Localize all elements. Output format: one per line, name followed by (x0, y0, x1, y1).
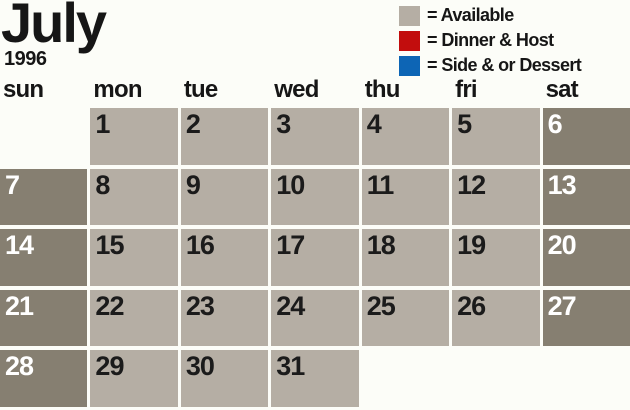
day-cell-10[interactable]: 10 (271, 168, 359, 226)
day-number: 18 (366, 230, 396, 261)
day-cell-30[interactable]: 30 (180, 350, 269, 407)
day-number: 20 (547, 230, 577, 261)
day-cell-7[interactable]: 7 (0, 168, 88, 226)
weekday-header-row: sun mon tue wed thu fri sat (0, 76, 630, 104)
legend-label-dinner-host: = Dinner & Host (427, 30, 554, 50)
legend-label-side-dessert: = Side & or Dessert (427, 55, 582, 75)
day-number: 5 (457, 109, 472, 139)
day-number: 8 (95, 169, 110, 200)
year-label: 1996 (4, 47, 47, 70)
day-number: 12 (457, 169, 486, 200)
month-title: July (1, 0, 107, 54)
weekday-header-tue: tue (183, 76, 218, 103)
title-block: July 1996 (1, 0, 107, 71)
day-number: 28 (5, 351, 34, 382)
day-cell-21[interactable]: 21 (0, 289, 88, 347)
day-number: 30 (185, 351, 215, 382)
day-cell-14[interactable]: 14 (0, 229, 88, 286)
day-cell-18[interactable]: 18 (361, 229, 450, 286)
day-number: 9 (185, 169, 201, 200)
day-number: 2 (185, 109, 201, 139)
day-number: 1 (95, 109, 110, 139)
day-cell-6[interactable]: 6 (542, 108, 630, 165)
day-cell-23[interactable]: 23 (180, 289, 269, 347)
day-cell-27[interactable]: 27 (542, 289, 630, 347)
day-cell-29[interactable]: 29 (90, 350, 178, 407)
empty-cell (0, 108, 87, 165)
day-number: 13 (547, 169, 577, 200)
day-cell-28[interactable]: 28 (0, 350, 88, 407)
calendar-grid: 1 2 3 4 5 6 7 8 9 10 11 12 13 14 15 16 17 18 19 20 21 22 23 24 2… (0, 108, 630, 407)
day-number: 23 (185, 290, 215, 321)
day-number: 15 (95, 230, 124, 261)
day-cell-19[interactable]: 19 (452, 229, 540, 286)
day-cell-17[interactable]: 17 (271, 229, 359, 286)
day-number: 11 (366, 169, 395, 200)
day-number: 29 (95, 351, 124, 382)
weekday-header-mon: mon (93, 76, 142, 103)
day-cell-26[interactable]: 26 (452, 289, 540, 347)
day-number: 26 (457, 290, 486, 321)
day-number: 14 (5, 230, 34, 261)
side-dessert-color-swatch (399, 55, 420, 76)
day-number: 27 (547, 290, 577, 321)
weekday-header-sun: sun (3, 76, 44, 103)
day-cell-20[interactable]: 20 (542, 229, 630, 286)
day-cell-4[interactable]: 4 (361, 108, 450, 165)
day-number: 22 (95, 290, 124, 321)
day-cell-24[interactable]: 24 (271, 289, 359, 347)
day-number: 6 (547, 109, 563, 139)
day-number: 31 (276, 351, 305, 382)
day-number: 10 (276, 169, 305, 200)
day-number: 19 (457, 230, 486, 261)
day-cell-12[interactable]: 12 (452, 168, 540, 226)
day-cell-16[interactable]: 16 (180, 229, 269, 286)
day-number: 3 (276, 109, 291, 139)
day-cell-25[interactable]: 25 (361, 289, 450, 347)
weekday-header-wed: wed (274, 76, 319, 103)
day-cell-11[interactable]: 11 (361, 168, 450, 226)
day-cell-13[interactable]: 13 (542, 168, 630, 226)
legend-item-side-dessert: = Side & or Dessert (399, 54, 582, 77)
day-number: 4 (366, 109, 382, 139)
day-cell-22[interactable]: 22 (90, 289, 178, 347)
day-number: 25 (366, 290, 396, 321)
weekday-header-sat: sat (545, 76, 579, 103)
legend-label-available: = Available (427, 5, 514, 25)
available-color-swatch (399, 5, 420, 26)
day-cell-31[interactable]: 31 (271, 350, 359, 407)
day-cell-8[interactable]: 8 (90, 168, 178, 226)
day-cell-2[interactable]: 2 (180, 108, 269, 165)
day-cell-3[interactable]: 3 (271, 108, 359, 165)
legend-item-dinner-host: = Dinner & Host (399, 29, 581, 52)
empty-cell (362, 350, 449, 407)
legend-item-available: = Available (399, 4, 581, 27)
weekday-header-thu: thu (364, 76, 401, 103)
empty-cell (543, 350, 630, 407)
day-number: 21 (5, 290, 34, 321)
day-cell-15[interactable]: 15 (90, 229, 178, 286)
weekday-header-fri: fri (455, 76, 477, 103)
day-number: 7 (5, 169, 20, 200)
day-cell-5[interactable]: 5 (452, 108, 540, 165)
dinner-host-color-swatch (399, 30, 420, 51)
legend: = Available = Dinner & Host = Side & or … (399, 4, 582, 77)
day-number: 17 (276, 230, 305, 261)
empty-cell (452, 350, 539, 407)
day-number: 16 (185, 230, 215, 261)
day-cell-1[interactable]: 1 (90, 108, 178, 165)
day-cell-9[interactable]: 9 (180, 168, 269, 226)
day-number: 24 (276, 290, 305, 321)
